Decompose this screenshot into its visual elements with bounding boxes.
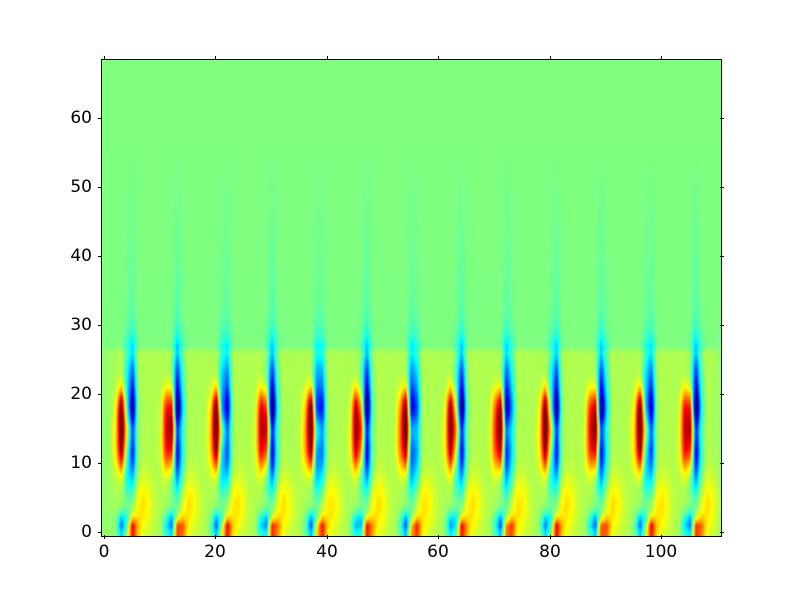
x-tick-mark (104, 535, 105, 539)
y-tick-mark-right (720, 325, 724, 326)
x-tick-mark (550, 535, 551, 539)
y-tick-mark-right (720, 463, 724, 464)
x-tick-label: 80 (539, 542, 561, 562)
y-tick-mark-right (720, 118, 724, 119)
y-tick-label: 30 (70, 315, 92, 335)
x-tick-mark-top (661, 56, 662, 60)
x-tick-mark-top (550, 56, 551, 60)
x-tick-label: 100 (644, 542, 678, 562)
y-tick-mark (98, 325, 102, 326)
y-tick-label: 10 (70, 453, 92, 473)
x-tick-mark (661, 535, 662, 539)
x-tick-label: 20 (204, 542, 226, 562)
y-tick-label: 50 (70, 177, 92, 197)
y-tick-mark (98, 256, 102, 257)
y-tick-mark-right (720, 256, 724, 257)
x-tick-label: 40 (316, 542, 338, 562)
y-tick-mark-right (720, 187, 724, 188)
x-tick-mark-top (327, 56, 328, 60)
y-tick-mark (98, 187, 102, 188)
y-tick-mark (98, 118, 102, 119)
heatmap-axes[interactable] (101, 59, 722, 537)
x-tick-label: 0 (98, 542, 110, 562)
x-tick-mark-top (104, 56, 105, 60)
x-tick-mark-top (215, 56, 216, 60)
y-tick-mark (98, 463, 102, 464)
y-tick-mark (98, 532, 102, 533)
y-tick-label: 40 (70, 246, 92, 266)
y-tick-mark (98, 394, 102, 395)
x-tick-mark (215, 535, 216, 539)
x-tick-mark (438, 535, 439, 539)
x-tick-label: 60 (427, 542, 449, 562)
y-tick-mark-right (720, 394, 724, 395)
y-tick-label: 0 (81, 522, 92, 542)
y-tick-label: 20 (70, 384, 92, 404)
x-tick-mark-top (438, 56, 439, 60)
y-tick-mark-right (720, 532, 724, 533)
x-tick-mark (327, 535, 328, 539)
heatmap-image (102, 60, 721, 536)
y-tick-label: 60 (70, 108, 92, 128)
